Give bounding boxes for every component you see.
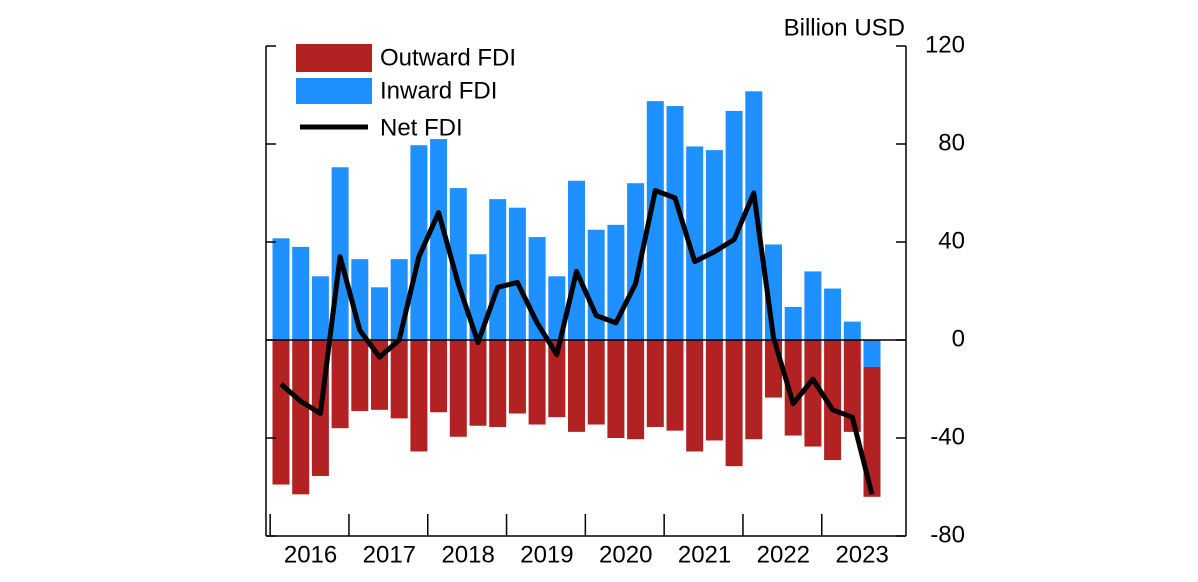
legend-swatch xyxy=(296,78,372,104)
bar xyxy=(508,340,526,414)
bar xyxy=(627,183,645,340)
bar xyxy=(430,340,448,413)
bar xyxy=(371,340,388,410)
y-tick-label: -80 xyxy=(930,521,965,548)
bar xyxy=(686,340,704,452)
bar xyxy=(725,110,743,340)
bar xyxy=(272,238,290,340)
bar xyxy=(745,340,763,440)
bar xyxy=(449,340,467,437)
bar xyxy=(765,340,782,398)
bar xyxy=(351,340,369,412)
x-tick-label: 2017 xyxy=(363,541,416,568)
x-tick-label: 2021 xyxy=(678,541,731,568)
bar xyxy=(489,199,507,340)
legend-label: Net FDI xyxy=(380,114,463,141)
bar xyxy=(843,340,861,432)
bar xyxy=(607,340,625,438)
bar xyxy=(548,276,566,340)
bar xyxy=(508,207,526,340)
bar xyxy=(430,139,448,340)
bar xyxy=(587,229,605,340)
x-tick-label: 2020 xyxy=(599,541,652,568)
net-line xyxy=(279,188,875,495)
bar xyxy=(646,101,664,340)
legend-swatch xyxy=(296,44,372,72)
bar xyxy=(863,340,881,367)
bar xyxy=(843,321,861,340)
bar xyxy=(410,145,428,340)
x-tick-label: 2019 xyxy=(520,541,573,568)
bar xyxy=(627,340,645,440)
bar xyxy=(784,340,802,436)
bar xyxy=(745,91,763,340)
bar xyxy=(568,180,585,340)
bar xyxy=(292,246,310,340)
bar xyxy=(705,150,723,340)
bar xyxy=(863,366,881,497)
x-tick-label: 2016 xyxy=(284,541,337,568)
y-tick-label: 40 xyxy=(938,227,965,254)
legend-label: Outward FDI xyxy=(380,44,516,71)
x-tick-label: 2023 xyxy=(835,541,888,568)
bar xyxy=(371,287,388,340)
bar xyxy=(666,340,684,431)
legend-label: Inward FDI xyxy=(380,77,497,104)
y-tick-label: 0 xyxy=(952,325,965,352)
bar xyxy=(666,106,684,341)
bar xyxy=(469,254,487,340)
bar xyxy=(390,340,408,419)
bar xyxy=(804,271,822,340)
bar xyxy=(390,259,408,340)
bar xyxy=(272,340,290,485)
bar xyxy=(548,340,566,418)
y-tick-label: 120 xyxy=(925,31,965,58)
bar xyxy=(311,276,329,340)
bar xyxy=(804,340,822,447)
bar xyxy=(705,340,723,441)
bar xyxy=(331,340,349,429)
bar xyxy=(824,340,842,461)
bar xyxy=(568,340,585,432)
y-tick-label: 80 xyxy=(938,129,965,156)
bar xyxy=(824,288,842,340)
bar xyxy=(489,340,507,427)
bar xyxy=(528,340,546,425)
bar xyxy=(469,340,487,426)
unit-label: Billion USD xyxy=(784,14,905,41)
x-tick-label: 2022 xyxy=(757,541,810,568)
bar xyxy=(410,340,428,452)
bar xyxy=(292,340,310,495)
y-tick-label: -40 xyxy=(930,423,965,450)
bar xyxy=(686,146,704,340)
bar xyxy=(587,340,605,425)
bar xyxy=(646,340,664,427)
bar xyxy=(784,306,802,340)
bar xyxy=(725,340,743,467)
x-tick-label: 2018 xyxy=(441,541,494,568)
